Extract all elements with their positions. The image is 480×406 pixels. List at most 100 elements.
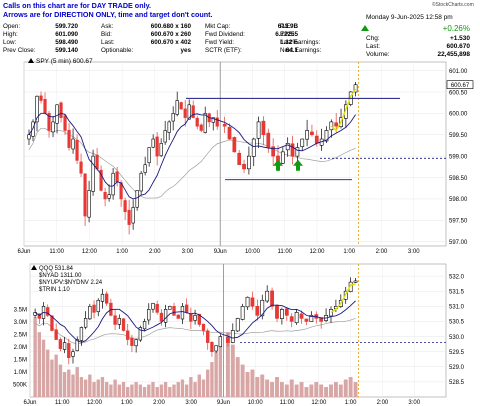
candle-body xyxy=(172,306,176,316)
candle-body xyxy=(43,99,47,114)
candle-body xyxy=(27,134,31,140)
quote-value: 601.090 xyxy=(55,31,78,38)
y-tick-label: 598.00 xyxy=(449,197,468,203)
candle-body xyxy=(163,309,168,323)
volume-bar xyxy=(54,354,58,397)
x-tick-label: 3:00 xyxy=(408,400,420,406)
legend-entry: QQQ 531.84 xyxy=(39,266,74,272)
quote-grid: Open: 599.720 Ask: 600.680 x 160 Mkt Cap: 613… xyxy=(3,23,322,54)
candle-body xyxy=(95,154,99,170)
quote-label: Low: xyxy=(3,39,17,46)
candle-body xyxy=(230,330,235,343)
candle-body xyxy=(63,115,67,131)
candle-body xyxy=(211,117,215,123)
candle-body xyxy=(71,138,75,150)
candle-body xyxy=(284,308,289,316)
candle-body xyxy=(99,169,103,191)
current-price-label: 600.67 xyxy=(451,83,470,89)
candle-body xyxy=(250,297,255,307)
candle-body xyxy=(201,323,206,331)
y-tick-label: 598.50 xyxy=(449,176,468,182)
up-arrow-icon xyxy=(293,159,303,171)
candle-body xyxy=(171,113,175,122)
candle-body xyxy=(255,305,260,316)
y-tick-label: 599.50 xyxy=(449,133,468,139)
y-tick-label: 600.00 xyxy=(449,112,468,118)
candle-body xyxy=(270,290,274,307)
volume-bar xyxy=(130,384,134,397)
x-tick-label: 10:00 xyxy=(248,400,264,406)
y-tick-label: 530.0 xyxy=(449,335,465,341)
candle-body xyxy=(310,131,314,136)
candle-body xyxy=(67,343,71,359)
candle-body xyxy=(256,121,261,139)
quote-summary: +0.26% Chg: +1.530 Last: 600.670 Volume:… xyxy=(361,24,470,58)
x-tick-label: 6Jun xyxy=(23,400,36,406)
x-tick-label: 9Jun xyxy=(214,249,227,255)
candle-body xyxy=(103,192,107,200)
volume-bar xyxy=(50,359,54,397)
quote-label: Mkt Cap: xyxy=(205,23,230,30)
volume-bar xyxy=(159,384,164,397)
candle-body xyxy=(50,315,54,331)
y-tick-label: 529.5 xyxy=(449,350,465,356)
volume-tick-label: 3.0M xyxy=(14,320,27,326)
volume-bar xyxy=(284,384,289,397)
volume-bar xyxy=(142,387,147,397)
candle-body xyxy=(179,102,183,110)
volume-bar xyxy=(121,382,126,397)
quote-label: High: xyxy=(3,31,18,38)
volume-bar xyxy=(343,379,348,397)
quote-label: SCTR (ETF): xyxy=(205,47,242,54)
volume-tick-label: 2.0M xyxy=(14,345,27,351)
volume-bar xyxy=(201,379,206,397)
candle-body xyxy=(46,307,50,316)
volume-bar xyxy=(189,377,193,397)
volume-bar xyxy=(275,377,279,397)
volume-bar xyxy=(218,337,223,397)
volume-bar xyxy=(324,387,329,397)
x-tick-label: 2:00 xyxy=(149,249,161,255)
quote-value: 598.490 xyxy=(55,39,78,46)
x-tick-label: 10:00 xyxy=(245,249,261,255)
current-price-box xyxy=(446,80,474,89)
moving-average-slow xyxy=(34,318,356,344)
quote-label: Fwd Dividend: xyxy=(205,31,245,38)
volume-bar xyxy=(41,339,46,397)
volume-bar xyxy=(134,382,138,397)
date-line: Monday 9-Jun-2025 12:58 pm xyxy=(366,14,453,21)
candle-body xyxy=(334,122,339,127)
candle-body xyxy=(289,316,294,322)
volume-bar xyxy=(206,369,210,397)
volume-bar xyxy=(62,372,67,397)
candle-body xyxy=(96,299,100,313)
x-tick-label: 3:00 xyxy=(408,249,420,255)
volume-bar xyxy=(113,379,117,397)
candle-body xyxy=(353,84,358,93)
candle-body xyxy=(59,102,63,118)
candle-body xyxy=(138,327,143,341)
candle-body xyxy=(147,147,151,164)
quote-value: 600.670 x 402 xyxy=(151,39,192,46)
x-tick-label: 12:00 xyxy=(82,249,98,255)
candle-body xyxy=(123,200,127,213)
candle-body xyxy=(232,137,237,153)
y-tick-label: 529.0 xyxy=(449,365,465,371)
quote-label: Optionable: xyxy=(101,47,133,54)
moving-average-slow xyxy=(28,127,356,199)
volume-bar xyxy=(240,364,245,397)
candle-body xyxy=(353,280,358,283)
volume-bar xyxy=(270,382,275,397)
volume-label: Volume: xyxy=(366,51,390,58)
candle-body xyxy=(135,190,139,208)
quote-value: 64.1 xyxy=(286,47,299,54)
highlight-line xyxy=(330,283,356,313)
candle-body xyxy=(324,130,329,142)
candle-body xyxy=(290,143,295,157)
x-tick-label: 12:00 xyxy=(87,400,103,406)
candle-body xyxy=(92,304,96,313)
note-line-2: Arrows are for DIRECTION ONLY, time and … xyxy=(3,10,213,19)
candle-body xyxy=(215,117,219,127)
candle-body xyxy=(195,117,199,127)
